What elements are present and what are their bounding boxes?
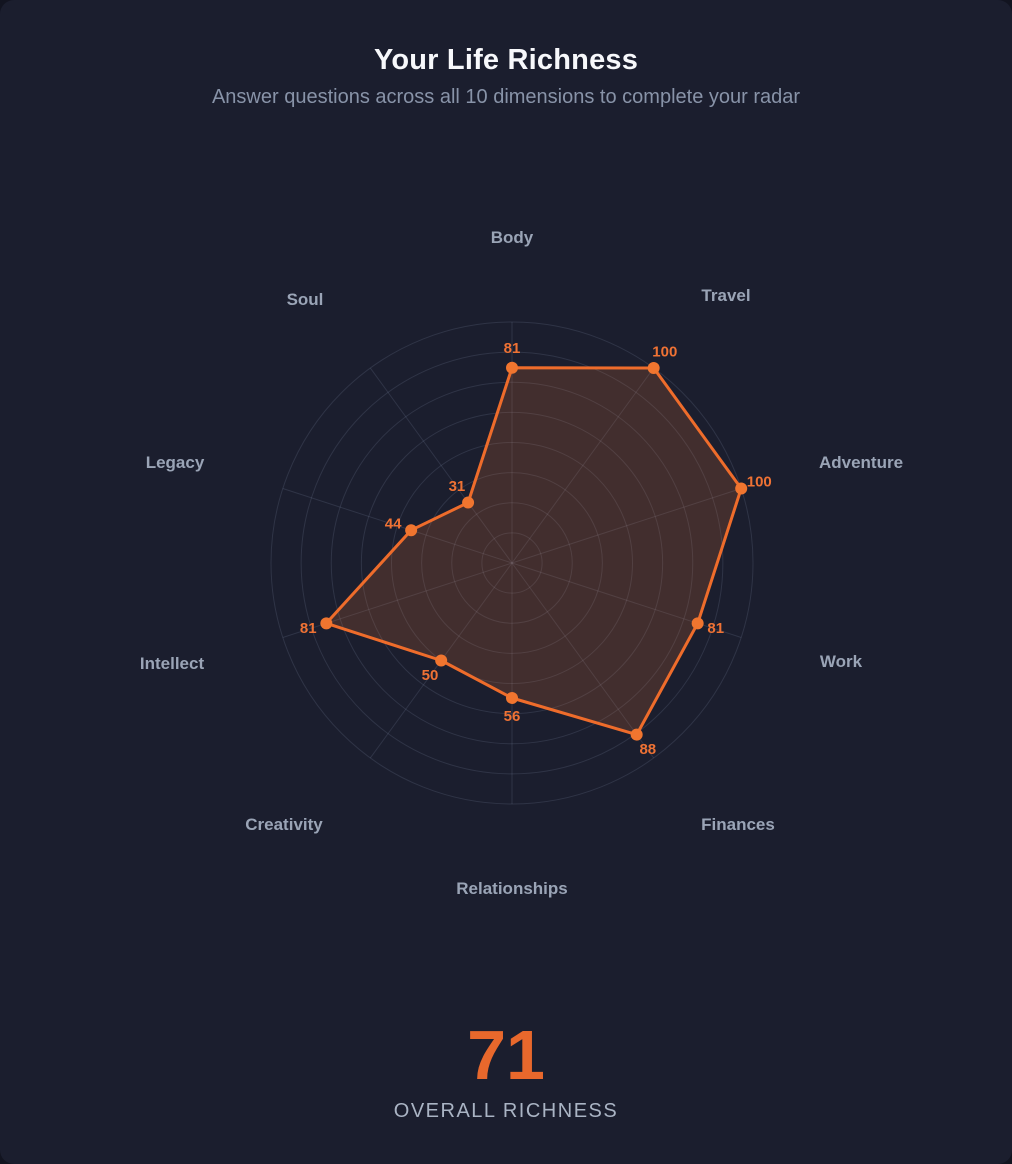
- data-point-soul[interactable]: [462, 496, 475, 509]
- axis-label-creativity: Creativity: [245, 815, 323, 834]
- grid-ring: [391, 442, 633, 684]
- grid-ring: [360, 411, 664, 715]
- data-point-relationships[interactable]: [506, 691, 518, 704]
- overall-score-value: 71: [467, 1016, 545, 1094]
- data-point-creativity[interactable]: [435, 654, 448, 667]
- axis-label-relationships: Relationships: [456, 879, 568, 898]
- grid-ring: [300, 351, 724, 775]
- value-label-body: 81: [504, 340, 521, 357]
- value-label-legacy: 44: [385, 515, 402, 532]
- page-title: Your Life Richness: [373, 44, 639, 76]
- axis-label-intellect: Intellect: [139, 654, 205, 673]
- grid-spoke: [369, 367, 513, 564]
- value-label-intellect: 81: [300, 620, 317, 637]
- data-point-body[interactable]: [506, 361, 518, 374]
- axis-label-soul: Soul: [286, 290, 324, 309]
- radar-data-polygon: [324, 366, 743, 737]
- axis-label-work: Work: [819, 652, 863, 671]
- axis-label-body: Body: [490, 228, 534, 247]
- value-label-work: 81: [707, 620, 724, 637]
- grid-spoke: [511, 488, 742, 564]
- axis-label-legacy: Legacy: [145, 453, 205, 472]
- grid-ring: [451, 502, 573, 624]
- grid-spoke: [511, 367, 655, 564]
- grid-ring: [481, 532, 543, 594]
- value-label-adventure: 100: [747, 474, 772, 491]
- grid-ring: [421, 472, 603, 654]
- grid-spoke: [282, 488, 513, 564]
- axis-label-adventure: Adventure: [818, 453, 904, 472]
- data-point-intellect[interactable]: [320, 617, 333, 630]
- value-label-relationships: 56: [504, 708, 521, 725]
- value-label-creativity: 50: [422, 667, 439, 684]
- value-label-finances: 88: [639, 741, 656, 758]
- data-point-work[interactable]: [691, 617, 704, 630]
- grid-ring: [270, 321, 754, 805]
- axis-label-travel: Travel: [701, 286, 751, 305]
- data-point-travel[interactable]: [647, 362, 660, 375]
- grid-spoke: [511, 562, 655, 759]
- data-point-finances[interactable]: [630, 728, 643, 741]
- page-subtitle: Answer questions across all 10 dimension…: [211, 86, 801, 108]
- overall-score-label: OVERALL RICHNESS: [393, 1100, 619, 1122]
- grid-ring: [330, 381, 694, 745]
- data-point-legacy[interactable]: [405, 524, 418, 537]
- data-point-adventure[interactable]: [735, 482, 748, 495]
- value-label-soul: 31: [449, 478, 466, 495]
- axis-label-finances: Finances: [701, 815, 775, 834]
- value-label-travel: 100: [652, 344, 677, 361]
